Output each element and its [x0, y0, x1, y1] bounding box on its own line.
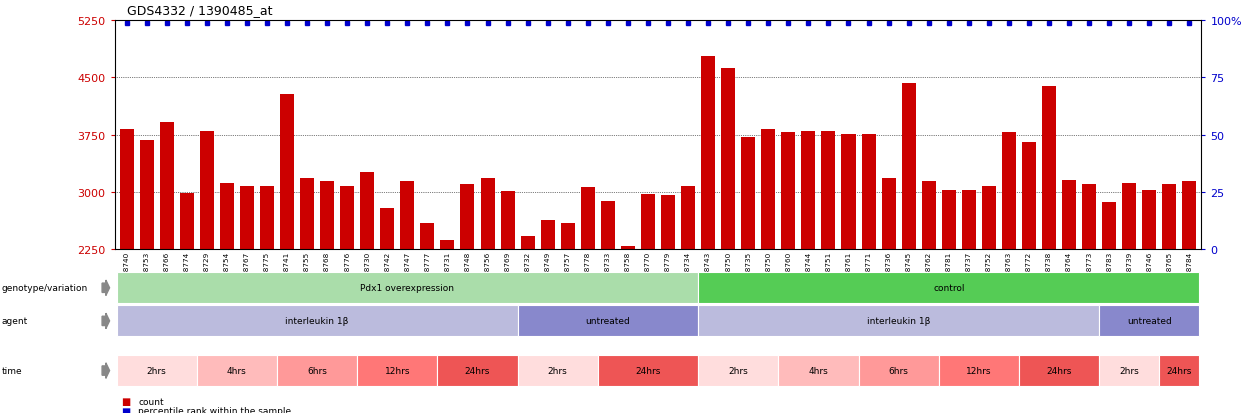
Text: interleukin 1β: interleukin 1β — [285, 317, 349, 325]
Text: time: time — [1, 366, 22, 375]
Bar — [1142, 191, 1157, 250]
Text: count: count — [138, 397, 164, 406]
Text: untreated: untreated — [1127, 317, 1172, 325]
Bar — [300, 179, 314, 250]
Bar — [520, 236, 534, 250]
Bar — [641, 194, 655, 250]
Bar — [441, 240, 454, 250]
Bar — [661, 196, 675, 250]
Bar — [721, 69, 736, 250]
Bar — [982, 186, 996, 250]
Bar — [1122, 183, 1137, 250]
Bar — [921, 181, 936, 250]
Bar — [1042, 87, 1056, 250]
Bar — [701, 57, 715, 250]
Text: ■: ■ — [121, 406, 129, 413]
Text: 12hrs: 12hrs — [385, 366, 410, 375]
Text: 24hrs: 24hrs — [464, 366, 491, 375]
Text: agent: agent — [1, 317, 27, 325]
Bar — [941, 191, 956, 250]
Bar — [601, 202, 615, 250]
Bar — [220, 183, 234, 250]
Bar — [199, 131, 214, 250]
Bar — [822, 131, 835, 250]
Bar — [741, 138, 756, 250]
Text: genotype/variation: genotype/variation — [1, 284, 87, 292]
Text: 24hrs: 24hrs — [1167, 366, 1191, 375]
Bar — [881, 179, 895, 250]
Bar — [260, 186, 274, 250]
Bar — [340, 186, 354, 250]
Bar — [962, 190, 976, 250]
Text: percentile rank within the sample: percentile rank within the sample — [138, 406, 291, 413]
Text: interleukin 1β: interleukin 1β — [867, 317, 930, 325]
Bar — [901, 84, 915, 250]
Bar — [1022, 143, 1036, 250]
Text: 2hrs: 2hrs — [1119, 366, 1139, 375]
Bar — [401, 181, 415, 250]
Bar — [139, 140, 153, 250]
Text: 4hrs: 4hrs — [808, 366, 828, 375]
Bar — [380, 209, 395, 250]
Bar — [1163, 184, 1177, 250]
Bar — [621, 246, 635, 250]
Bar — [240, 186, 254, 250]
Bar — [179, 193, 194, 250]
Text: Pdx1 overexpression: Pdx1 overexpression — [360, 284, 454, 292]
Bar — [862, 135, 875, 250]
Text: 2hrs: 2hrs — [548, 366, 568, 375]
Bar — [1102, 202, 1117, 250]
Text: 12hrs: 12hrs — [966, 366, 991, 375]
Text: GDS4332 / 1390485_at: GDS4332 / 1390485_at — [127, 4, 273, 17]
Text: 24hrs: 24hrs — [1046, 366, 1072, 375]
Bar — [461, 185, 474, 250]
Bar — [1183, 181, 1196, 250]
Bar — [580, 187, 595, 250]
Text: 2hrs: 2hrs — [147, 366, 167, 375]
Text: untreated: untreated — [585, 317, 630, 325]
Bar — [360, 173, 375, 250]
Bar — [802, 131, 815, 250]
Bar — [500, 192, 514, 250]
Text: control: control — [933, 284, 965, 292]
Text: 2hrs: 2hrs — [728, 366, 748, 375]
Bar — [280, 95, 294, 250]
Bar — [1082, 184, 1096, 250]
Bar — [782, 133, 796, 250]
Bar — [481, 179, 494, 250]
Bar — [560, 224, 575, 250]
Text: 4hrs: 4hrs — [227, 366, 247, 375]
Text: ■: ■ — [121, 396, 129, 406]
Text: 6hrs: 6hrs — [889, 366, 909, 375]
Bar — [761, 130, 776, 250]
Bar — [320, 181, 334, 250]
Bar — [421, 224, 435, 250]
Bar — [1002, 133, 1016, 250]
Bar — [120, 130, 133, 250]
Text: 24hrs: 24hrs — [635, 366, 661, 375]
Bar — [540, 220, 555, 250]
Bar — [1062, 180, 1076, 250]
Bar — [159, 122, 174, 250]
Text: 6hrs: 6hrs — [308, 366, 327, 375]
Bar — [681, 186, 695, 250]
Bar — [842, 135, 855, 250]
